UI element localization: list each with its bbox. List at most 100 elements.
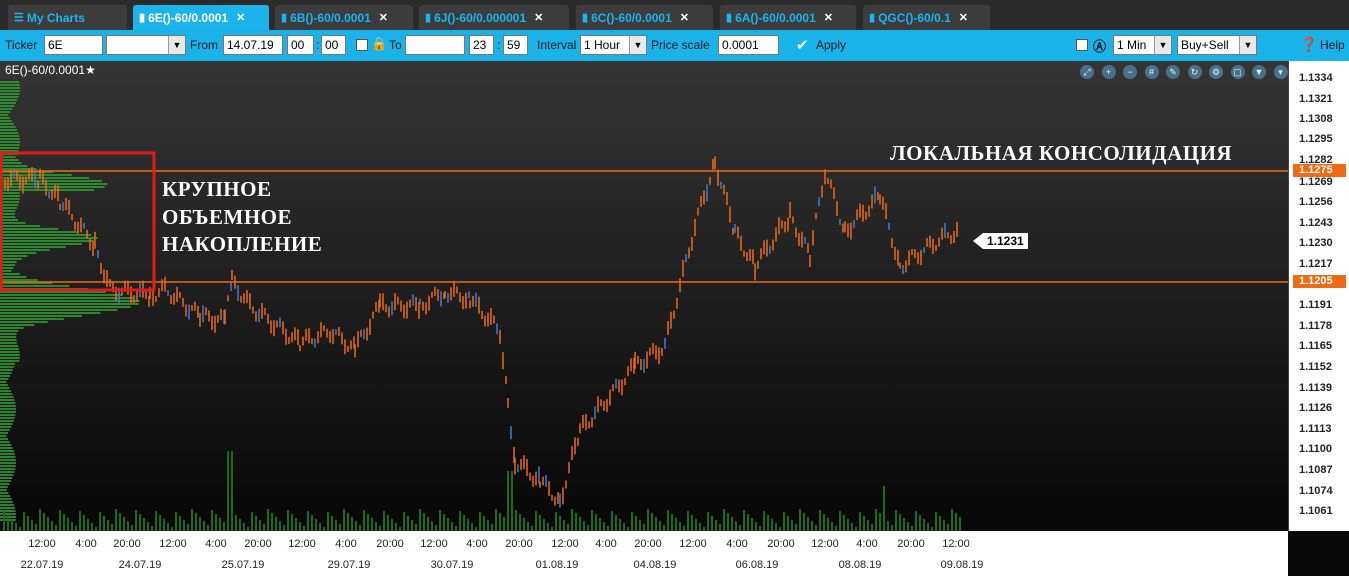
volume-bar — [855, 527, 857, 531]
help-label[interactable]: Help — [1320, 38, 1345, 52]
volume-bar — [231, 451, 233, 531]
tab-6c[interactable]: ▮ 6C()-60/0.0001 ✕ — [576, 5, 713, 30]
to-checkbox[interactable] — [356, 39, 368, 51]
close-icon[interactable]: ✕ — [236, 12, 246, 24]
tab-qgc[interactable]: ▮ QGC()-60/0.1 ✕ — [863, 5, 990, 30]
interval-select[interactable]: 1 Hour ▼ — [580, 35, 647, 55]
volume-bar — [571, 509, 573, 531]
time-tick: 12:00 — [420, 538, 448, 550]
profile-bar — [0, 405, 16, 407]
from-date-input[interactable]: 14.07.19 — [223, 35, 283, 55]
volume-bar — [451, 522, 453, 531]
volume-bar — [731, 517, 733, 531]
volume-bar — [223, 522, 225, 531]
profile-bar — [0, 150, 19, 152]
star-icon[interactable]: ★ — [85, 63, 96, 77]
zoom-fit-icon[interactable]: ⤢ — [1080, 65, 1094, 79]
to-hour-input[interactable]: 23 — [469, 35, 494, 55]
draw-icon[interactable]: ✎ — [1166, 65, 1180, 79]
tab-label: QGC()-60/0.1 — [878, 10, 951, 25]
expand-icon[interactable]: ▢ — [1230, 65, 1245, 79]
down-arrow-icon[interactable]: ▼ — [1252, 65, 1266, 79]
from-min-input[interactable]: 00 — [321, 35, 346, 55]
volume-bar — [75, 526, 77, 531]
profile-bar — [0, 396, 14, 398]
apply-button[interactable]: Apply — [816, 38, 847, 52]
upper-level-badge: 1.1275 — [1293, 164, 1346, 177]
volume-bar — [351, 517, 353, 531]
price-tick: 1.1113 — [1299, 423, 1332, 435]
volume-bar — [603, 522, 605, 531]
volume-bar — [651, 513, 653, 531]
tab-my-charts[interactable]: ☰ My Charts — [8, 5, 127, 30]
profile-bar — [0, 318, 64, 320]
more-icon[interactable]: ▾ — [1273, 65, 1288, 79]
time-axis[interactable]: 12:00 4:00 20:00 12:00 4:00 20:00 12:00 4:00 20:… — [0, 531, 1288, 576]
profile-bar — [0, 417, 15, 419]
close-icon[interactable]: ✕ — [958, 12, 968, 24]
auto-icon[interactable]: Ⓐ — [1093, 39, 1107, 54]
refresh-icon[interactable]: ↻ — [1187, 65, 1202, 79]
help-icon[interactable]: ❓ — [1300, 36, 1318, 52]
volume-bar — [615, 515, 617, 531]
volume-bar — [871, 524, 873, 531]
grid-icon[interactable]: # — [1144, 65, 1159, 79]
to-min-input[interactable]: 59 — [503, 35, 528, 55]
option-checkbox[interactable] — [1076, 39, 1088, 51]
close-icon[interactable]: ✕ — [534, 12, 544, 24]
price-tick: 1.1178 — [1299, 320, 1333, 332]
tab-6j[interactable]: ▮ 6J()-60/0.000001 ✕ — [419, 5, 569, 30]
profile-bar — [0, 186, 105, 188]
price-axis[interactable]: 1.1334 1.1321 1.1308 1.1295 1.1282 1.1269 1.12… — [1288, 61, 1349, 531]
volume-bar — [239, 519, 241, 531]
side-select[interactable]: Buy+Sell ▼ — [1177, 35, 1257, 55]
volume-bar — [171, 527, 173, 531]
price-tick: 1.1074 — [1299, 485, 1333, 497]
price-chart[interactable] — [0, 61, 1288, 531]
ticker-select[interactable]: ▼ — [106, 35, 186, 55]
check-circle-icon[interactable]: ✔ — [796, 37, 809, 54]
to-date-input[interactable] — [405, 35, 465, 55]
price-scale-input[interactable]: 0.0001 — [718, 35, 779, 55]
settings-icon[interactable]: ⚙ — [1209, 65, 1223, 79]
profile-bar — [0, 87, 20, 89]
profile-bar — [0, 222, 26, 224]
volume-bar — [743, 510, 745, 531]
tab-6b[interactable]: ▮ 6B()-60/0.0001 ✕ — [275, 5, 413, 30]
volume-bar — [311, 515, 313, 531]
profile-bar — [0, 123, 14, 125]
close-icon[interactable]: ✕ — [823, 12, 833, 24]
volume-bar — [859, 512, 861, 531]
from-hour-input[interactable]: 00 — [287, 35, 314, 55]
tab-6a[interactable]: ▮ 6A()-60/0.0001 ✕ — [720, 5, 856, 30]
to-label: To — [389, 38, 402, 52]
profile-bar — [0, 246, 66, 248]
tab-label: My Charts — [26, 10, 85, 25]
zoom-out-icon[interactable]: − — [1123, 65, 1137, 79]
volume-bar — [391, 519, 393, 531]
ticker-input[interactable]: 6E — [44, 35, 103, 55]
tab-6e[interactable]: ▮ 6E()-60/0.0001 ✕ — [133, 5, 269, 30]
close-icon[interactable]: ✕ — [679, 12, 689, 24]
volume-bar — [807, 517, 809, 531]
volume-bar — [359, 525, 361, 531]
time-tick: 20:00 — [244, 538, 272, 550]
volume-bar — [375, 522, 377, 531]
close-icon[interactable]: ✕ — [378, 12, 388, 24]
volume-bar — [459, 511, 461, 531]
volume-bar — [431, 521, 433, 531]
time-tick: 4:00 — [595, 538, 617, 550]
chevron-down-icon: ▼ — [629, 36, 646, 54]
min-select[interactable]: 1 Min ▼ — [1113, 35, 1172, 55]
profile-bar — [0, 411, 16, 413]
zoom-in-icon[interactable]: + — [1101, 65, 1116, 79]
volume-bar — [663, 525, 665, 531]
volume-bar — [143, 518, 145, 531]
time-tick: 4:00 — [726, 538, 748, 550]
volume-bar — [727, 513, 729, 531]
profile-bar — [0, 426, 12, 428]
tab-label: 6A()-60/0.0001 — [735, 10, 816, 25]
volume-bar — [119, 513, 121, 531]
tab-label: 6E()-60/0.0001 — [148, 10, 229, 25]
profile-bar — [0, 303, 139, 305]
